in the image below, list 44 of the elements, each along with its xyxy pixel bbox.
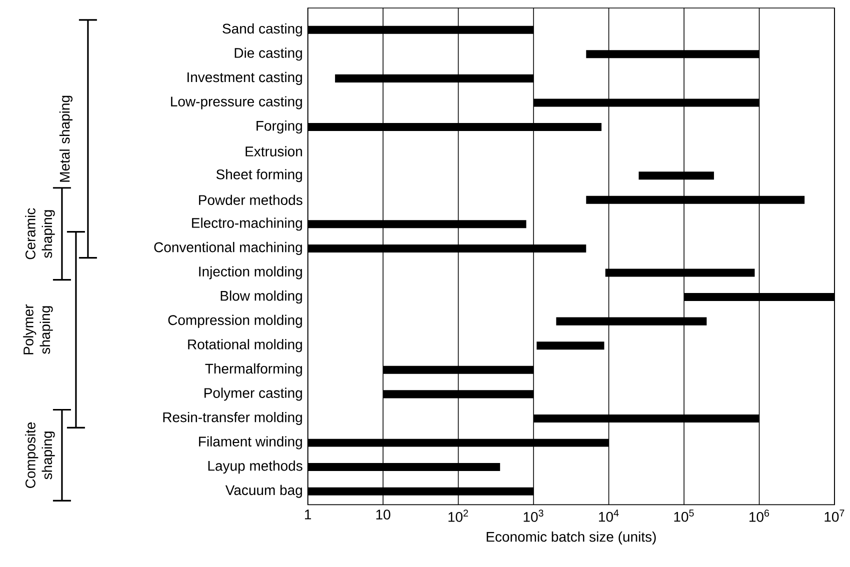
text: Composite shaping <box>25 422 55 488</box>
bar <box>383 390 534 398</box>
bar <box>586 50 760 58</box>
y-tick-label: Injection molding <box>199 266 302 280</box>
x-axis-title: Economic batch size (units) <box>486 532 656 545</box>
x-tick-label: 10$^{5}$ <box>674 510 694 522</box>
y-tick-label: Sand casting <box>222 24 302 37</box>
bar <box>335 74 534 83</box>
y-tick-label: Electro-machining <box>192 218 302 231</box>
y-tick-label: Low-pressure casting <box>171 96 302 110</box>
y-tick-label: Thermalforming <box>205 364 302 377</box>
y-tick-label: Compression molding <box>168 314 302 328</box>
y-tick-label: Polymer casting <box>204 388 302 401</box>
y-tick-label: Blow molding <box>220 290 302 304</box>
x-tick-label: 10$^{2}$ <box>448 510 468 522</box>
x-tick-label: 10$^{4}$ <box>599 510 619 522</box>
y-tick-label: Vacuum bag <box>225 484 302 498</box>
y-tick-label: Powder methods <box>199 194 302 206</box>
bar <box>586 196 805 204</box>
bar <box>556 317 707 326</box>
y-tick-label: Extrusion <box>246 146 302 157</box>
bar <box>383 366 534 374</box>
bar <box>534 414 760 423</box>
x-tick-label: 10$^{6}$ <box>749 510 770 522</box>
y-tick-label: Sheet forming <box>216 169 302 182</box>
text: Polymer shaping <box>23 304 53 354</box>
y-tick-label: Die casting <box>234 48 302 61</box>
bar <box>605 268 755 277</box>
y-tick-label: Investment casting <box>188 72 302 86</box>
y-tick-label: Conventional machining <box>154 242 302 256</box>
x-tick-label: 10$^{7}$ <box>824 510 844 522</box>
bar <box>638 172 714 180</box>
y-tick-label: Resin-transfer molding <box>163 412 302 426</box>
y-tick-label: Layup methods <box>208 460 302 474</box>
bar <box>536 342 604 350</box>
x-tick-label: 1 <box>304 510 312 520</box>
x-tick-label: 10$^{3}$ <box>524 510 544 522</box>
text: Ceramic shaping <box>25 208 55 260</box>
x-tick-label: 10 <box>376 510 390 520</box>
text: Metal shaping <box>59 96 72 182</box>
y-tick-label: Filament winding <box>199 436 302 450</box>
bar <box>534 98 760 107</box>
y-tick-label: Rotational molding <box>188 339 302 352</box>
y-tick-label: Forging <box>256 120 302 134</box>
